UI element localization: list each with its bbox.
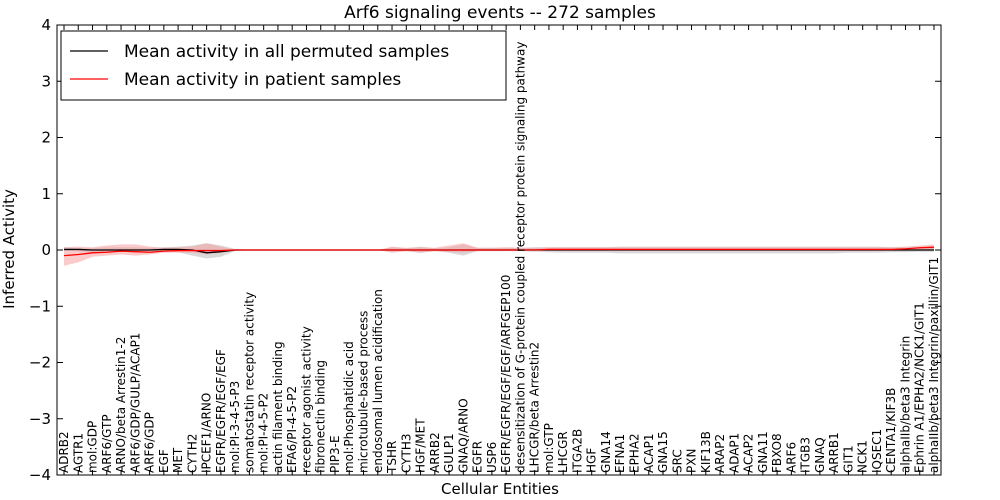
x-tick-label: endosomal lumen acidification: [371, 289, 385, 473]
x-tick-label: microtubule-based process: [357, 311, 371, 473]
x-tick-label: mol:Phosphatidic acid: [342, 341, 356, 473]
x-tick-label: EGFR: [471, 441, 485, 473]
legend-label-permuted: Mean activity in all permuted samples: [124, 42, 449, 62]
x-tick-label: mol:PI-4-5-P2: [257, 393, 271, 473]
x-tick-label: IQSEC1: [870, 429, 884, 473]
x-tick-label: EGFR/EGFR/EGF/EGF: [214, 349, 228, 473]
x-tick-label: HGF/MET: [414, 418, 428, 473]
x-tick-label: mol:GDP: [86, 421, 100, 473]
legend-label-patient: Mean activity in patient samples: [124, 70, 401, 90]
x-tick-label: ARF6/GDP/GULP/ACAP1: [128, 333, 142, 473]
line-series-1: [63, 246, 935, 257]
y-tick-label: 0: [41, 241, 51, 259]
x-tick-label: GULP1: [442, 433, 456, 473]
x-tick-label: GNA14: [599, 431, 613, 473]
x-tick-label: FBXO8: [770, 433, 784, 473]
x-tick-label: EGF: [157, 449, 171, 473]
x-tick-label: ARNO/beta Arrestin1-2: [114, 337, 128, 473]
legend-box: [60, 30, 507, 101]
y-tick-label: −3: [29, 410, 51, 428]
x-tick-label: HGF: [585, 448, 599, 473]
chart-title: Arf6 signaling events -- 272 samples: [344, 3, 656, 23]
x-tick-label: ARF6/GDP: [143, 412, 157, 473]
x-tick-label: actin filament binding: [271, 341, 285, 473]
y-tick-label: −2: [29, 354, 51, 372]
legend: Mean activity in all permuted samples Me…: [60, 30, 507, 101]
x-tick-label: TSHR: [385, 441, 399, 474]
x-tick-label: EPHA2: [627, 433, 641, 473]
x-tick-label: GNA11: [756, 431, 770, 473]
y-axis-ticks: −4 −3 −2 −1 0 1 2 3 4: [29, 16, 941, 484]
x-tick-label: NCK1: [856, 440, 870, 473]
x-tick-label: ITGB3: [799, 437, 813, 473]
x-tick-label: EGFR/EGFR/EGF/EGF/ARFGEP100: [499, 275, 513, 473]
x-tick-label: USP6: [485, 442, 499, 473]
x-tick-label: receptor agonist activity: [299, 326, 313, 473]
x-tick-label: EFNA1: [613, 434, 627, 473]
x-tick-label: IPCEF1/ARNO: [200, 393, 214, 473]
x-tick-label: Ephrin A1/EPHA2/NCK1/GIT1: [913, 302, 927, 473]
x-tick-label: CYTH3: [399, 434, 413, 474]
x-tick-label: LHCGR/beta Arrestin2: [528, 342, 542, 473]
plot-frame: [56, 24, 942, 476]
y-tick-label: 3: [41, 72, 51, 90]
x-tick-label: somatostatin receptor activity: [242, 292, 256, 473]
x-tick-label: CENTA1/KIF3B: [884, 388, 898, 473]
x-tick-label: ARF6/GTP: [100, 414, 114, 473]
x-tick-label: PXN: [685, 449, 699, 473]
confidence-bands: [64, 243, 934, 266]
x-tick-label: ACAP1: [642, 434, 656, 473]
y-tick-label: −1: [29, 297, 51, 315]
x-tick-label: fibronectin binding: [314, 360, 328, 473]
y-axis-label: Inferred Activity: [0, 189, 18, 309]
y-tick-label: 2: [41, 129, 51, 147]
x-tick-label: ITGA2B: [570, 429, 584, 473]
x-tick-label: GIT1: [841, 445, 855, 473]
x-tick-label: ADRB2: [57, 431, 71, 473]
x-axis-label: Cellular Entities: [441, 480, 559, 498]
y-tick-label: 1: [41, 185, 51, 203]
x-tick-label: mol:PI-3-4-5-P3: [228, 381, 242, 473]
y-tick-label: −4: [29, 466, 51, 484]
x-tick-label: alphaIIb/beta3 Integrin/paxillin/GIT1: [927, 257, 941, 473]
x-tick-label: ARAP2: [713, 434, 727, 473]
x-tick-label: EFA6/PI-4-5-P2: [285, 386, 299, 473]
x-tick-label: ARRB1: [827, 432, 841, 473]
x-tick-label: mol:GTP: [542, 423, 556, 473]
x-tick-label: LHCGR: [556, 431, 570, 473]
x-tick-label: ARF6: [784, 442, 798, 473]
x-tick-label: desensitization of G-protein coupled rec…: [513, 42, 527, 473]
x-tick-label: PIP3-E: [328, 435, 342, 473]
x-axis-ticks: ADRB2 AGTR1 mol:GDP ARF6/GTP ARNO/beta Arres…: [57, 25, 941, 475]
x-tick-label: ACAP2: [742, 434, 756, 473]
x-tick-label: SRC: [670, 449, 684, 473]
series-lines: [63, 246, 935, 257]
x-tick-label: MET: [171, 447, 185, 473]
x-tick-label: alphaIIb/beta3 Integrin: [898, 336, 912, 473]
x-tick-label: AGTR1: [71, 433, 85, 473]
x-tick-label: GNAQ: [813, 437, 827, 473]
x-tick-label: ADAP1: [727, 433, 741, 473]
x-tick-label: GNAQ/ARNO: [456, 398, 470, 473]
y-tick-label: 4: [41, 16, 51, 34]
x-tick-label: KIF13B: [699, 431, 713, 473]
x-tick-label: ARRB2: [428, 432, 442, 473]
x-tick-label: GNA15: [656, 431, 670, 473]
x-tick-label: CYTH2: [185, 434, 199, 474]
